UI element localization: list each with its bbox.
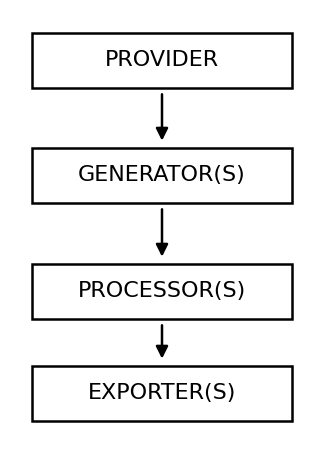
FancyBboxPatch shape <box>32 264 292 318</box>
Text: PROCESSOR(S): PROCESSOR(S) <box>78 281 246 301</box>
Text: EXPORTER(S): EXPORTER(S) <box>88 383 236 403</box>
FancyBboxPatch shape <box>32 148 292 202</box>
FancyBboxPatch shape <box>32 32 292 88</box>
Text: GENERATOR(S): GENERATOR(S) <box>78 165 246 185</box>
FancyBboxPatch shape <box>32 365 292 421</box>
Text: PROVIDER: PROVIDER <box>105 50 219 70</box>
